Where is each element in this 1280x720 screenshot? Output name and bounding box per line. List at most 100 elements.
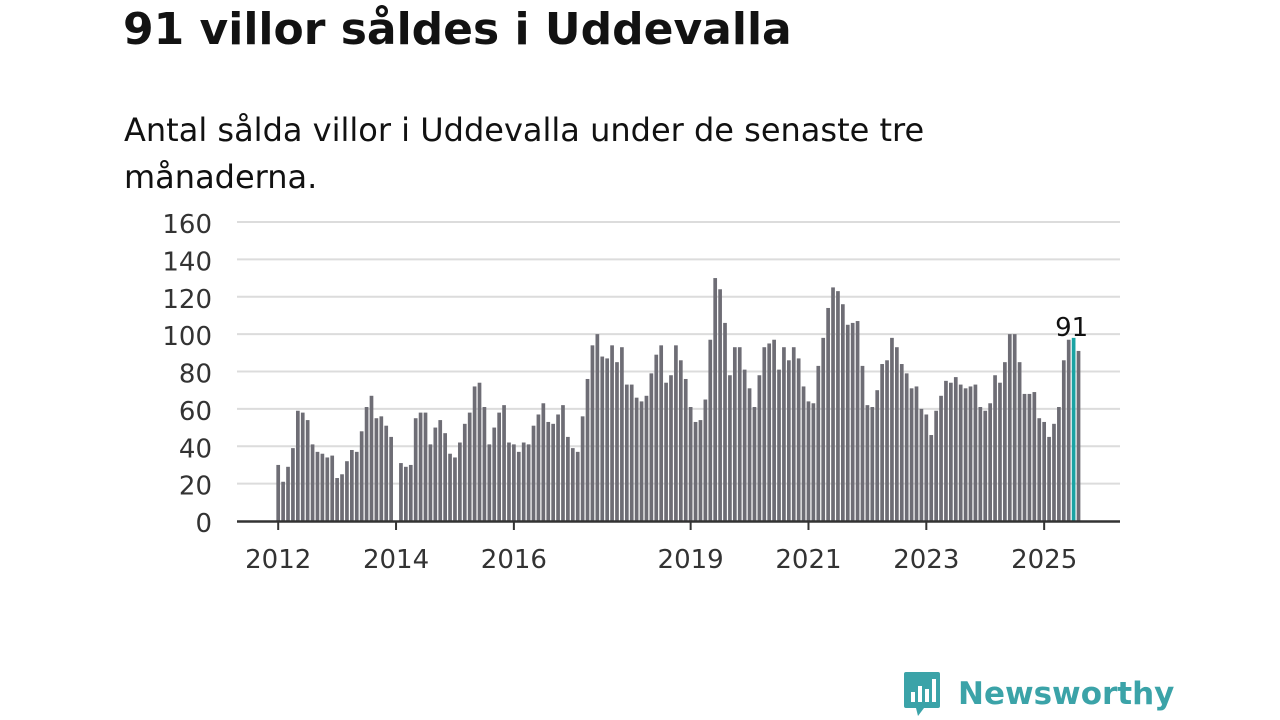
bar	[291, 448, 295, 521]
bar	[629, 384, 634, 521]
bar	[693, 421, 698, 521]
bar	[467, 412, 472, 521]
bar	[786, 360, 791, 521]
bar-highlight	[1071, 337, 1076, 521]
y-tick-label: 120	[162, 285, 212, 315]
chart-subtitle: Antal sålda villor i Uddevalla under de …	[124, 111, 925, 196]
bar	[1076, 350, 1081, 521]
bar	[526, 444, 531, 521]
bar	[993, 375, 997, 521]
bar	[585, 378, 590, 521]
bar	[757, 375, 762, 521]
bar	[678, 360, 683, 521]
bar	[973, 384, 978, 521]
bar	[536, 414, 541, 521]
bar	[742, 369, 747, 521]
bar	[796, 358, 801, 521]
bar	[782, 347, 786, 521]
y-tick-label: 40	[179, 434, 212, 464]
bar	[801, 386, 806, 521]
y-tick-label: 100	[162, 322, 212, 352]
bar	[875, 390, 880, 521]
bar	[644, 395, 649, 521]
bar	[958, 384, 963, 521]
bar	[963, 388, 968, 521]
x-tick-label: 2012	[245, 545, 311, 575]
y-tick-label: 160	[162, 210, 212, 240]
bar	[732, 347, 737, 521]
bar	[359, 431, 364, 521]
bar	[340, 474, 344, 521]
bar	[512, 444, 516, 521]
bar	[703, 399, 708, 521]
bar	[502, 405, 506, 521]
bar	[919, 408, 924, 521]
bar	[1061, 360, 1066, 521]
bar	[369, 395, 374, 521]
bar	[816, 365, 821, 521]
bar	[708, 339, 713, 521]
bar	[890, 337, 894, 521]
bar	[953, 377, 958, 521]
bar	[1012, 334, 1017, 521]
bar	[320, 453, 325, 521]
x-tick-label: 2025	[1011, 545, 1077, 575]
bar	[949, 382, 953, 521]
brand-name: Newsworthy	[958, 676, 1175, 712]
bar	[929, 435, 934, 521]
bar	[575, 451, 580, 521]
y-tick-label: 0	[195, 509, 212, 539]
bar	[639, 401, 644, 521]
bar	[438, 420, 443, 521]
bar	[516, 451, 521, 521]
bar	[477, 382, 482, 521]
bar	[1057, 407, 1061, 521]
bar	[399, 463, 403, 521]
bar	[541, 403, 546, 521]
bar	[286, 466, 290, 521]
bar	[384, 425, 389, 521]
bar	[295, 410, 300, 521]
bar	[364, 407, 369, 521]
bar	[924, 414, 929, 521]
bar	[723, 322, 727, 521]
bar	[300, 412, 305, 521]
x-tick-label: 2016	[481, 545, 547, 575]
bar	[433, 427, 438, 521]
bar	[374, 418, 379, 521]
bar	[777, 369, 781, 521]
x-tick-label: 2021	[775, 545, 841, 575]
brand-footer: Newsworthy	[902, 670, 1174, 718]
bar	[472, 386, 477, 521]
x-tick-label: 2014	[363, 545, 429, 575]
y-tick-label: 20	[179, 472, 212, 502]
bar	[497, 412, 501, 521]
highlight-value-label: 91	[1055, 313, 1088, 343]
bar	[492, 427, 497, 521]
bar	[315, 451, 320, 521]
bar	[462, 423, 467, 521]
bar	[305, 420, 310, 521]
bar	[590, 345, 595, 521]
bar	[482, 407, 487, 521]
bar	[620, 347, 624, 521]
bar	[580, 416, 585, 521]
bar	[634, 397, 639, 521]
bar	[669, 375, 673, 521]
bar	[561, 405, 565, 521]
bar	[1066, 339, 1071, 521]
y-tick-label: 80	[179, 360, 212, 390]
bar	[811, 403, 816, 521]
bar	[737, 347, 742, 521]
bar	[988, 403, 992, 521]
bar	[664, 382, 668, 521]
bar	[413, 418, 418, 521]
bar	[448, 453, 452, 521]
bar	[939, 395, 943, 521]
bar	[325, 457, 330, 521]
bar	[379, 416, 384, 521]
bar	[624, 384, 629, 521]
bar	[428, 444, 433, 521]
bar	[904, 373, 909, 521]
bar	[458, 442, 462, 521]
